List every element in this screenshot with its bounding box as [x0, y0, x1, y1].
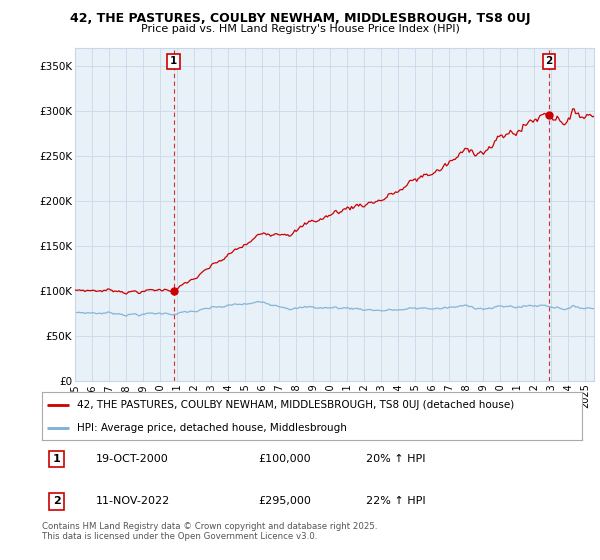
- Text: 2: 2: [545, 56, 553, 66]
- Text: HPI: Average price, detached house, Middlesbrough: HPI: Average price, detached house, Midd…: [77, 423, 347, 433]
- Text: Price paid vs. HM Land Registry's House Price Index (HPI): Price paid vs. HM Land Registry's House …: [140, 24, 460, 34]
- Text: 19-OCT-2000: 19-OCT-2000: [96, 454, 169, 464]
- Text: £295,000: £295,000: [258, 496, 311, 506]
- Text: £100,000: £100,000: [258, 454, 311, 464]
- Text: 1: 1: [170, 56, 178, 66]
- Text: Contains HM Land Registry data © Crown copyright and database right 2025.
This d: Contains HM Land Registry data © Crown c…: [42, 522, 377, 542]
- Text: 42, THE PASTURES, COULBY NEWHAM, MIDDLESBROUGH, TS8 0UJ: 42, THE PASTURES, COULBY NEWHAM, MIDDLES…: [70, 12, 530, 25]
- Text: 20% ↑ HPI: 20% ↑ HPI: [366, 454, 425, 464]
- Text: 2: 2: [53, 496, 61, 506]
- Text: 1: 1: [53, 454, 61, 464]
- Text: 22% ↑ HPI: 22% ↑ HPI: [366, 496, 425, 506]
- Text: 11-NOV-2022: 11-NOV-2022: [96, 496, 170, 506]
- Text: 42, THE PASTURES, COULBY NEWHAM, MIDDLESBROUGH, TS8 0UJ (detached house): 42, THE PASTURES, COULBY NEWHAM, MIDDLES…: [77, 400, 514, 410]
